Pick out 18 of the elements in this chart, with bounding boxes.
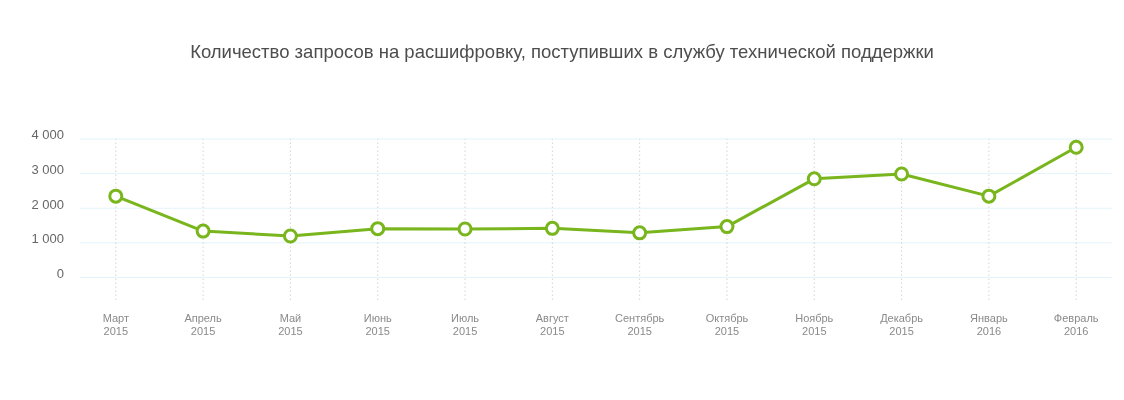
y-tick-label: 0 (56, 265, 64, 281)
x-tick-label: Сентябрь 2015 (615, 312, 665, 337)
x-tick-label: Ноябрь 2015 (795, 312, 834, 337)
x-tick-label: Январь 2016 (970, 312, 1009, 337)
x-tick-label: Июль 2015 (451, 312, 480, 337)
x-tick-label: Апрель 2015 (184, 312, 223, 337)
x-tick-label: Март 2015 (102, 312, 129, 337)
x-tick-label: Июнь 2015 (363, 312, 392, 337)
x-tick-label: Август 2015 (535, 312, 569, 337)
x-tick-label: Май 2015 (278, 312, 303, 337)
y-tick-label: 3 000 (31, 162, 64, 178)
x-tick-label: Октябрь 2015 (705, 312, 749, 337)
y-tick-label: 2 000 (31, 196, 64, 212)
chart-title: Количество запросов на расшифровку, поступивших в службу технической поддержки (190, 41, 934, 62)
x-tick-label: Февраль 2016 (1053, 312, 1099, 337)
y-tick-label: 4 000 (31, 127, 64, 143)
y-tick-label: 1 000 (31, 231, 64, 247)
x-tick-label: Декабрь 2015 (880, 312, 924, 337)
